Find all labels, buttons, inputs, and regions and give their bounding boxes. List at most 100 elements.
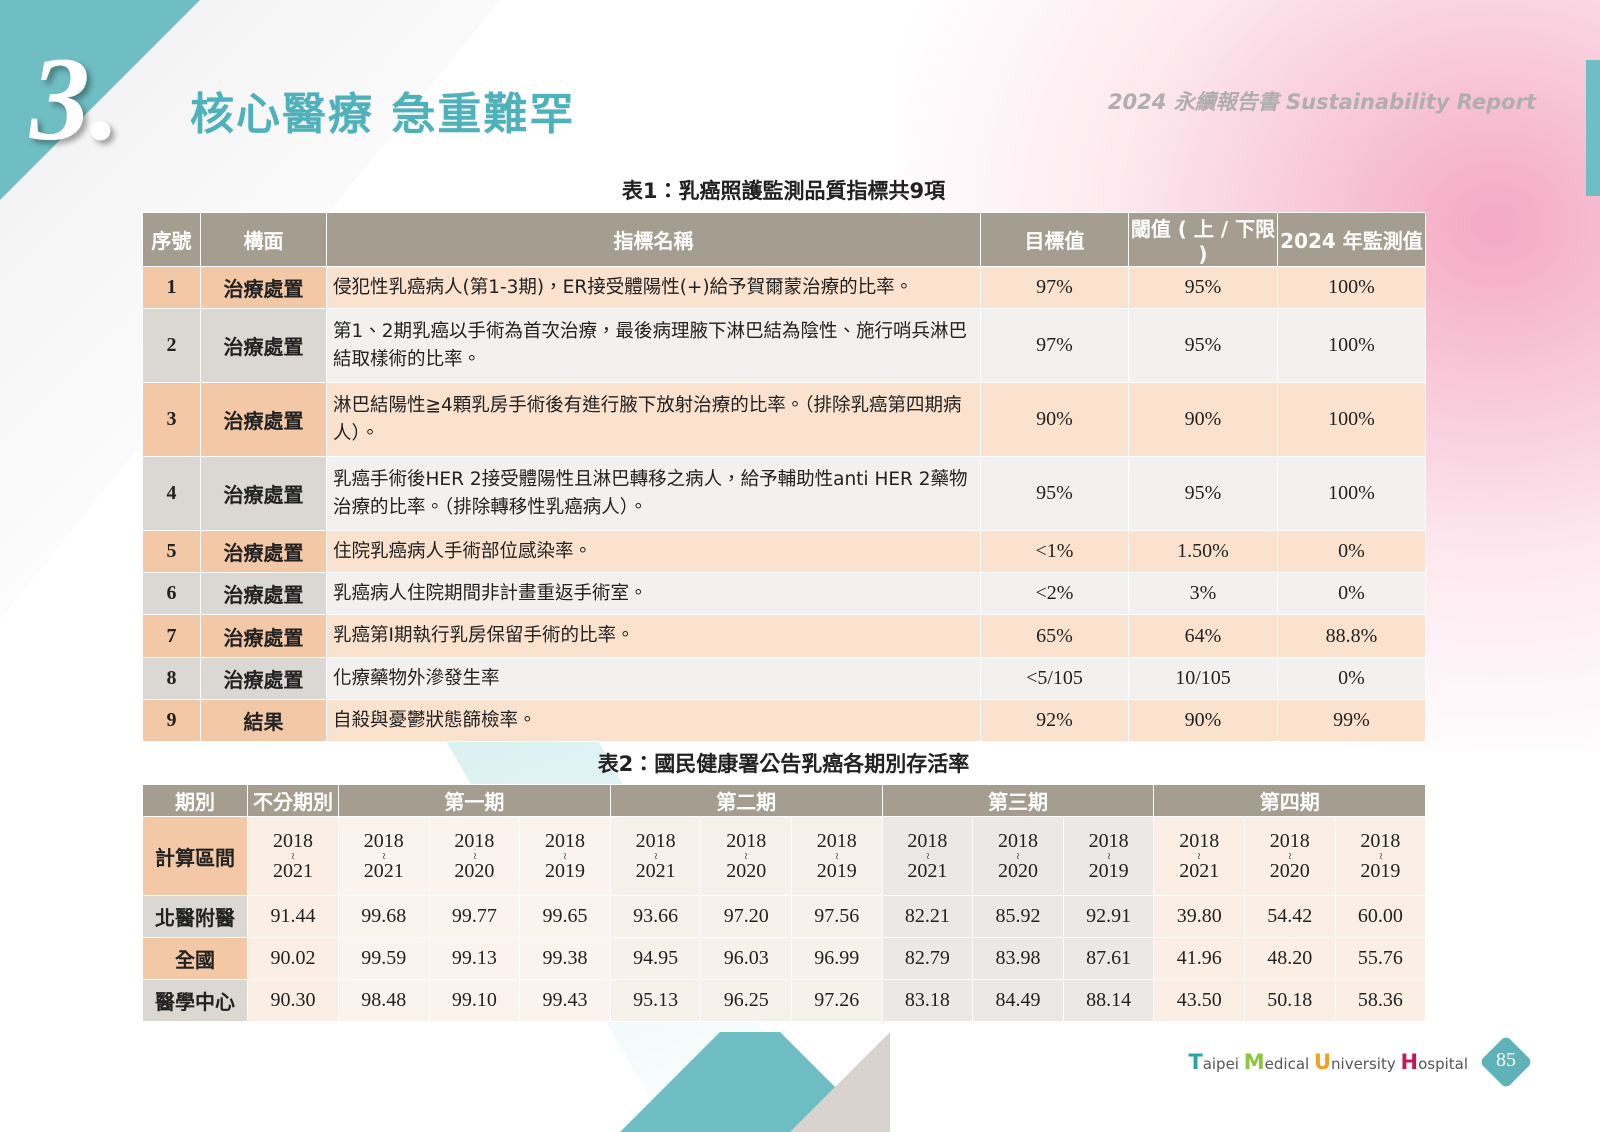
year: 2019 (544, 860, 585, 882)
table-cell: 99.68 (338, 895, 430, 938)
hospital-word: Medical (1244, 1050, 1309, 1074)
report-title: 2024 永續報告書 Sustainability Report (1107, 90, 1536, 114)
table-cell: 60.00 (1334, 895, 1427, 938)
table-cell: 90% (1128, 699, 1278, 742)
table-cell: 化療藥物外滲發生率 (326, 657, 981, 700)
row-label: 醫學中心 (142, 979, 248, 1022)
rest: ospital (1418, 1055, 1468, 1073)
year: 2020 (726, 860, 767, 882)
table-cell: 48.20 (1243, 937, 1336, 980)
table-row: 9 結果 自殺與憂鬱狀態篩檢率。 92% 90% 99% (142, 699, 1426, 742)
table-row: 4 治療處置 乳癌手術後HER 2接受體陽性且淋巴轉移之病人，給予輔助性anti H… (142, 456, 1426, 531)
tilde: ~ (376, 852, 391, 860)
table-cell: 100% (1277, 382, 1426, 457)
table-row: 全國 90.02 99.59 99.13 99.38 94.95 96.03 96.99 82.… (142, 937, 1427, 980)
period-row: 計算區間 2018 ~2021 2018 ~2021 2018 ~2020 2018 ~2019… (142, 816, 1427, 896)
table-cell: 5 (142, 530, 201, 573)
table-cell: 95% (1128, 456, 1278, 531)
table-row: 6 治療處置 乳癌病人住院期間非計畫重返手術室。 <2% 3% 0% (142, 572, 1426, 615)
tilde: ~ (829, 852, 844, 860)
table-cell: 0% (1277, 572, 1426, 615)
year: 2019 (1360, 860, 1401, 882)
column-header: 閾值 ( 上 / 下限 ) (1128, 212, 1278, 267)
table-cell: 6 (142, 572, 201, 615)
year: 2018 (816, 830, 857, 852)
year: 2018 (1179, 830, 1220, 852)
table-cell: 87.61 (1062, 937, 1155, 980)
row-label: 北醫附醫 (142, 895, 248, 938)
table-cell: 97% (980, 308, 1129, 383)
period-cell: 2018 ~2019 (1334, 816, 1427, 896)
tilde: ~ (1373, 852, 1388, 860)
table-cell: 9 (142, 699, 201, 742)
table-row: 3 治療處置 淋巴結陽性≧4顆乳房手術後有進行腋下放射治療的比率。（排除乳癌第四期病… (142, 382, 1426, 457)
table-cell: <5/105 (980, 657, 1129, 700)
hospital-word: Taipei (1188, 1050, 1239, 1074)
table-cell: 39.80 (1153, 895, 1245, 938)
tilde: ~ (1010, 852, 1025, 860)
table-cell: 91.44 (247, 895, 339, 938)
column-header: 期別 (142, 784, 248, 817)
period-cell: 2018 ~2020 (1243, 816, 1336, 896)
table-cell: 97.20 (700, 895, 792, 938)
table-cell: 90.02 (247, 937, 339, 980)
table-row: 5 治療處置 住院乳癌病人手術部位感染率。 <1% 1.50% 0% (142, 530, 1426, 573)
column-header: 第二期 (609, 784, 883, 817)
table-cell: 92% (980, 699, 1129, 742)
year: 2021 (1179, 860, 1220, 882)
table-cell: 90% (980, 382, 1129, 457)
table-row: 北醫附醫 91.44 99.68 99.77 99.65 93.66 97.20 97.56 8… (142, 895, 1427, 938)
table-cell: 0% (1277, 657, 1426, 700)
table-cell: 淋巴結陽性≧4顆乳房手術後有進行腋下放射治療的比率。（排除乳癌第四期病人）。 (326, 382, 981, 457)
table-row: 7 治療處置 乳癌第I期執行乳房保留手術的比率。 65% 64% 88.8% (142, 614, 1426, 658)
table-cell: 99.59 (338, 937, 430, 980)
table-cell: 3 (142, 382, 201, 457)
table-cell: 99.43 (519, 979, 611, 1022)
table-cell: 50.18 (1243, 979, 1336, 1022)
table-cell: 1 (142, 266, 201, 309)
tilde: ~ (1192, 852, 1207, 860)
header-row: 序號 構面 指標名稱 目標值 閾值 ( 上 / 下限 ) 2024 年監測值 (142, 212, 1426, 267)
table-cell: <2% (980, 572, 1129, 615)
table-row: 8 治療處置 化療藥物外滲發生率 <5/105 10/105 0% (142, 657, 1426, 700)
page-number: 85 (1496, 1049, 1516, 1071)
table-cell: 7 (142, 614, 201, 658)
table-row: 2 治療處置 第1、2期乳癌以手術為首次治療，最後病理腋下淋巴結為陰性、施行哨兵淋巴… (142, 308, 1426, 383)
year: 2020 (997, 860, 1038, 882)
tilde: ~ (1101, 852, 1116, 860)
table-row: 1 治療處置 侵犯性乳癌病人(第1-3期)，ER接受體陽性(+)給予賀爾蒙治療的比率… (142, 266, 1426, 309)
table-cell: 54.42 (1243, 895, 1336, 938)
table-cell: 95% (1128, 266, 1278, 309)
period-cell: 2018 ~2019 (790, 816, 883, 896)
table-cell: 96.99 (790, 937, 883, 980)
table-cell: 41.96 (1153, 937, 1245, 980)
table-cell: 90.30 (247, 979, 339, 1022)
survival-table: 期別 不分期別 第一期 第二期 第三期 第四期 計算區間 2018 ~2021 2018 ~2021… (142, 784, 1427, 1022)
table-cell: 99.38 (519, 937, 611, 980)
table-cell: 88.8% (1277, 614, 1426, 658)
initial: U (1313, 1050, 1332, 1074)
column-header: 序號 (142, 212, 201, 267)
table-cell: 0% (1277, 530, 1426, 573)
row-label: 計算區間 (142, 816, 248, 896)
tilde: ~ (557, 852, 572, 860)
table-cell: 100% (1277, 266, 1426, 309)
table-cell: 治療處置 (200, 530, 327, 573)
rest: niversity (1331, 1055, 1396, 1073)
column-header: 第四期 (1153, 784, 1427, 817)
table-cell: 乳癌第I期執行乳房保留手術的比率。 (326, 614, 981, 658)
period-cell: 2018 ~2020 (972, 816, 1064, 896)
year: 2018 (1269, 830, 1310, 852)
tilde: ~ (467, 852, 482, 860)
hospital-word: Hospital (1401, 1050, 1469, 1074)
table-caption: 表1：乳癌照護監測品質指標共9項 (621, 179, 946, 203)
table-cell: 97.56 (790, 895, 883, 938)
table-cell: 95% (1128, 308, 1278, 383)
year: 2018 (273, 830, 313, 852)
column-header: 第三期 (881, 784, 1155, 817)
year: 2021 (363, 860, 404, 882)
column-header: 指標名稱 (326, 212, 981, 267)
period-cell: 2018 ~2019 (1062, 816, 1155, 896)
table-cell: 住院乳癌病人手術部位感染率。 (326, 530, 981, 573)
